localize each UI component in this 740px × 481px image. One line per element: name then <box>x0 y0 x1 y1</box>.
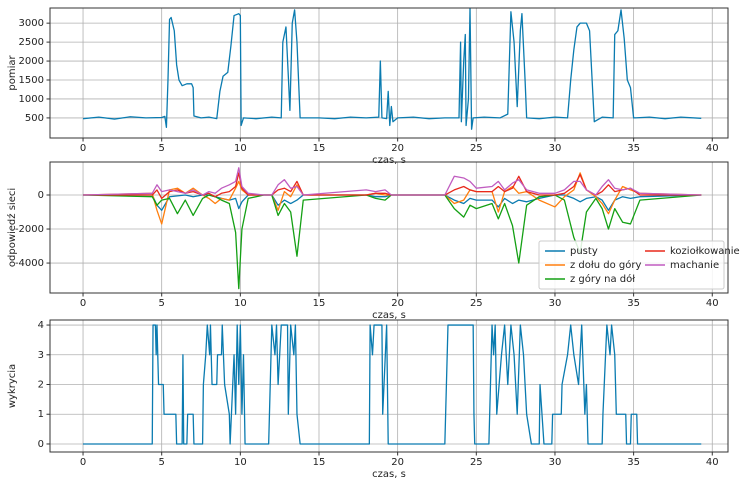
legend-label: z dołu do góry <box>570 259 641 271</box>
x-axis-label: czas, s <box>372 469 406 480</box>
x-tick-label: 30 <box>549 457 562 468</box>
y-tick-label: 1500 <box>19 75 44 86</box>
x-tick-label: 20 <box>391 298 404 309</box>
y-tick-label: 1000 <box>19 94 44 105</box>
x-tick-label: 10 <box>234 298 247 309</box>
x-tick-label: 25 <box>470 457 483 468</box>
plot-frame <box>49 319 729 453</box>
legend-label: z góry na dół <box>570 273 635 285</box>
y-tick-label: 4 <box>38 320 44 331</box>
y-tick-label: 0 <box>38 439 44 450</box>
y-tick-label: 3 <box>38 350 44 361</box>
x-tick-label: 40 <box>706 143 719 154</box>
y-tick-label: 500 <box>25 113 44 124</box>
x-tick-label: 30 <box>549 143 562 154</box>
x-tick-label: 35 <box>627 143 640 154</box>
x-tick-label: 15 <box>313 143 326 154</box>
y-tick-label: 3000 <box>19 18 44 29</box>
x-tick-label: 5 <box>159 457 165 468</box>
legend-label: machanie <box>670 260 719 271</box>
y-axis-label: wykrycia <box>7 364 18 408</box>
x-tick-label: 25 <box>470 298 483 309</box>
x-tick-label: 35 <box>627 457 640 468</box>
x-tick-label: 15 <box>313 457 326 468</box>
x-tick-label: 30 <box>549 298 562 309</box>
data-line <box>83 324 702 445</box>
x-tick-label: 20 <box>391 457 404 468</box>
y-axis-label: odpowiedź sieci <box>6 188 18 267</box>
data-line <box>83 194 702 211</box>
plot-frame <box>49 7 729 139</box>
y-tick-label: 1 <box>38 409 44 420</box>
data-line <box>82 8 702 130</box>
x-tick-label: 5 <box>159 298 165 309</box>
y-tick-label: -2000 <box>15 224 44 235</box>
legend-label: koziołkowanie <box>670 246 740 257</box>
x-tick-label: 5 <box>159 143 165 154</box>
x-tick-label: 0 <box>80 457 86 468</box>
x-tick-label: 15 <box>313 298 326 309</box>
legend-box <box>538 240 725 290</box>
x-tick-label: 25 <box>470 143 483 154</box>
y-tick-label: -4000 <box>15 258 44 269</box>
x-tick-label: 0 <box>80 298 86 309</box>
x-tick-label: 40 <box>706 457 719 468</box>
legend-label: pusty <box>570 246 598 257</box>
y-axis-label: pomiar <box>7 55 18 91</box>
data-line <box>83 194 702 290</box>
x-tick-label: 10 <box>234 457 247 468</box>
x-tick-label: 35 <box>627 298 640 309</box>
data-line <box>83 167 702 196</box>
y-tick-label: 0 <box>38 190 44 201</box>
x-axis-label: czas, s <box>372 155 406 166</box>
y-tick-label: 2000 <box>19 56 44 67</box>
x-axis-label: czas, s <box>372 310 406 321</box>
y-tick-label: 2 <box>38 380 44 391</box>
data-line <box>83 172 702 200</box>
x-tick-label: 20 <box>391 143 404 154</box>
x-tick-label: 40 <box>706 298 719 309</box>
x-tick-label: 10 <box>234 143 247 154</box>
x-tick-label: 0 <box>80 143 86 154</box>
y-tick-label: 2500 <box>19 37 44 48</box>
plot-frame <box>49 161 729 294</box>
